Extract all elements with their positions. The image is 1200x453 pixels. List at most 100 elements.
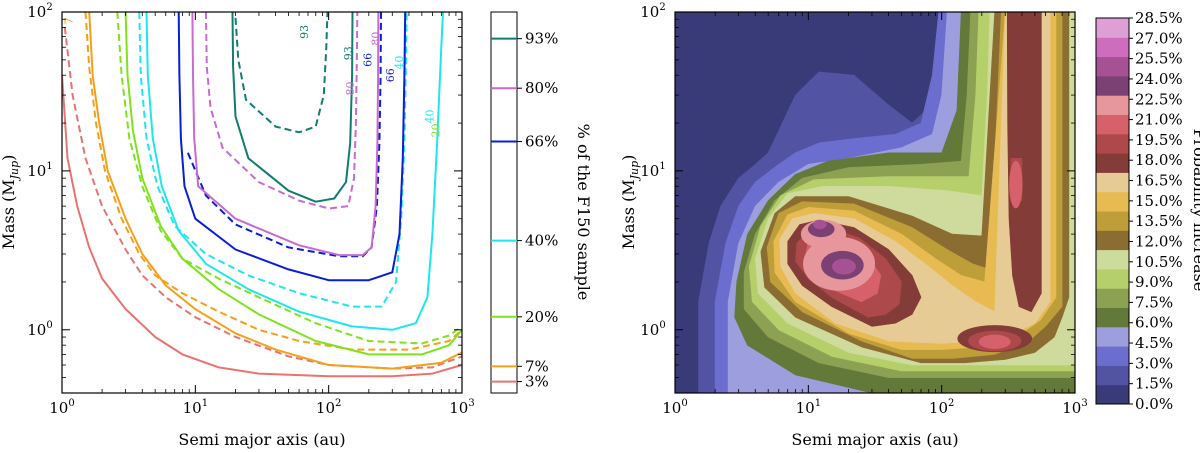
contour-line bbox=[177, 12, 407, 282]
colorbar-tick-label: 24.0% bbox=[1135, 70, 1183, 88]
x-tick-label: 102 bbox=[316, 398, 341, 417]
contour-line bbox=[191, 12, 380, 257]
colorbar-tick-label: 9.0% bbox=[1135, 273, 1173, 291]
colorbar-tick-label: 27.0% bbox=[1135, 29, 1183, 47]
colorbar-band bbox=[1096, 365, 1129, 386]
colorbar-band bbox=[1096, 172, 1129, 193]
colorbar-tick-label: 93% bbox=[525, 30, 558, 48]
right-x-ticks: 100 101 102 103 bbox=[662, 12, 1088, 417]
colorbar-band bbox=[1096, 384, 1129, 405]
contour-label: 80 bbox=[369, 32, 382, 46]
colorbar-tick-label: 13.5% bbox=[1135, 212, 1183, 230]
left-y-axis-label-sub: Jup bbox=[8, 161, 21, 182]
contour-label: 20 bbox=[430, 123, 443, 137]
colorbar-tick-label: 4.5% bbox=[1135, 334, 1173, 352]
colorbar-tick-label: 3% bbox=[525, 373, 549, 391]
left-contour-lines bbox=[62, 12, 462, 378]
colorbar-band bbox=[1096, 326, 1129, 347]
right-y-axis-label-close: ) bbox=[619, 155, 638, 161]
right-filled-contours bbox=[675, 12, 1075, 393]
colorbar-tick-label: 80% bbox=[525, 79, 558, 97]
contour-line bbox=[63, 27, 462, 370]
y-tick-label: 102 bbox=[27, 2, 52, 21]
colorbar-band bbox=[1096, 346, 1129, 366]
right-colorbar: 0.0% 1.5% 3.0% 4.5% 6.0% 7.5% 9.0% 10.5% 12.0% 13… bbox=[1096, 9, 1183, 413]
y-tick-label: 102 bbox=[640, 2, 665, 21]
colorbar-band bbox=[1096, 18, 1129, 38]
left-y-axis-label-main: Mass (M bbox=[0, 179, 18, 249]
x-tick-label: 100 bbox=[662, 398, 687, 417]
colorbar-tick-label: 66% bbox=[525, 133, 558, 151]
left-colorbar-levels: 3%7% 20% 40% 66% 80% 93% bbox=[491, 30, 558, 391]
contour-label: 80 bbox=[344, 82, 357, 96]
left-colorbar bbox=[490, 11, 518, 394]
contour-label: 93 bbox=[298, 25, 311, 39]
right-y-axis-label: Mass (MJup) bbox=[619, 155, 641, 250]
right-chart: 100 101 102 103 100 101 102 Semi major axis (… bbox=[619, 2, 1200, 449]
contour-line bbox=[231, 12, 354, 203]
right-y-axis-label-main: Mass (M bbox=[619, 179, 638, 249]
contour-line bbox=[186, 12, 382, 258]
contour-line bbox=[234, 12, 329, 134]
colorbar-tick-label: 12.0% bbox=[1135, 232, 1183, 250]
colorbar-tick-label: 7.5% bbox=[1135, 293, 1173, 311]
colorbar-tick-label: 19.5% bbox=[1135, 131, 1183, 149]
x-tick-label: 101 bbox=[796, 398, 821, 417]
colorbar-band bbox=[1096, 230, 1129, 251]
contour-line bbox=[62, 75, 462, 378]
right-colorbar-label: Probability increase bbox=[1190, 129, 1200, 292]
left-y-axis-label: Mass (MJup) bbox=[0, 155, 21, 250]
colorbar-band bbox=[1096, 114, 1129, 135]
colorbar-tick-label: 3.0% bbox=[1135, 354, 1173, 372]
contour-label: 66 bbox=[384, 68, 397, 82]
colorbar-tick-label: 22.5% bbox=[1135, 90, 1183, 108]
contour-line bbox=[204, 12, 359, 210]
colorbar-band bbox=[1096, 75, 1129, 96]
colorbar-tick-label: 10.5% bbox=[1135, 253, 1183, 271]
colorbar-tick-label: 18.0% bbox=[1135, 151, 1183, 169]
colorbar-band bbox=[1096, 56, 1129, 77]
contour-line bbox=[124, 12, 462, 356]
left-x-axis-label: Semi major axis (au) bbox=[178, 430, 345, 449]
right-plot-frame bbox=[674, 11, 1076, 394]
contour-band bbox=[1006, 12, 1042, 312]
colorbar-tick-label: 21.0% bbox=[1135, 111, 1183, 129]
contour-band bbox=[1009, 160, 1023, 209]
colorbar-band bbox=[1096, 249, 1129, 270]
y-tick-label: 100 bbox=[27, 320, 52, 339]
contour-label: 7 bbox=[63, 17, 76, 24]
y-tick-label: 101 bbox=[640, 161, 665, 180]
colorbar-tick-label: 0.0% bbox=[1135, 395, 1173, 413]
colorbar-band bbox=[1096, 37, 1129, 58]
x-tick-label: 102 bbox=[929, 398, 954, 417]
colorbar-band bbox=[1096, 153, 1129, 173]
colorbar-band bbox=[1096, 307, 1129, 328]
y-tick-label: 100 bbox=[640, 320, 665, 339]
colorbar-band bbox=[1096, 95, 1129, 115]
x-tick-label: 101 bbox=[183, 398, 208, 417]
x-tick-label: 100 bbox=[49, 398, 74, 417]
left-y-axis-label-close: ) bbox=[0, 155, 18, 161]
colorbar-tick-label: 15.0% bbox=[1135, 192, 1183, 210]
colorbar-tick-label: 1.5% bbox=[1135, 375, 1173, 393]
contour-label: 40 bbox=[393, 56, 406, 70]
x-tick-label: 103 bbox=[449, 398, 474, 417]
contour-label: 93 bbox=[342, 46, 355, 60]
colorbar-band bbox=[1096, 191, 1129, 212]
contour-line bbox=[116, 12, 462, 345]
colorbar-tick-label: 6.0% bbox=[1135, 314, 1173, 332]
contour-band bbox=[831, 258, 856, 275]
right-x-axis-label: Semi major axis (au) bbox=[791, 430, 958, 449]
colorbar-band bbox=[1096, 268, 1129, 289]
colorbar-band bbox=[1096, 288, 1129, 308]
colorbar-tick-label: 25.5% bbox=[1135, 50, 1183, 68]
colorbar-tick-label: 7% bbox=[525, 357, 549, 375]
left-colorbar-label: % of the F150 sample bbox=[574, 124, 593, 301]
contour-band bbox=[978, 334, 1011, 349]
colorbar-tick-label: 16.5% bbox=[1135, 172, 1183, 190]
colorbar-band bbox=[1096, 211, 1129, 231]
colorbar-tick-label: 28.5% bbox=[1135, 9, 1183, 27]
